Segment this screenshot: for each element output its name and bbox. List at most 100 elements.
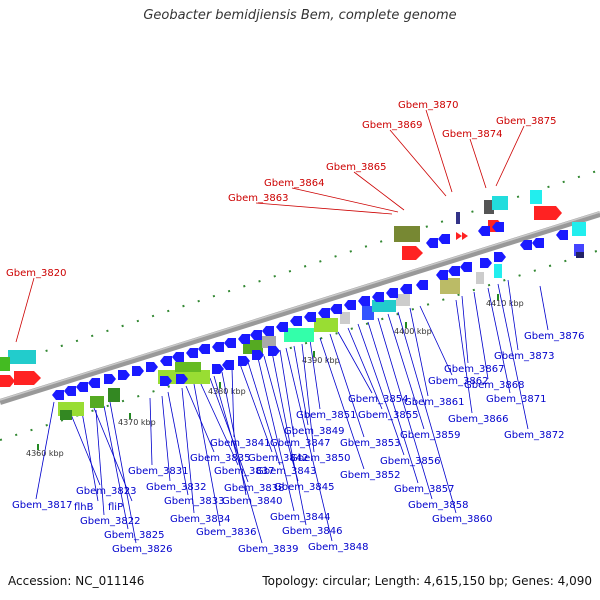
gene-feature[interactable] — [534, 206, 562, 220]
gene-label[interactable]: Gbem_3822 — [80, 516, 140, 527]
gene-feature[interactable] — [456, 232, 462, 240]
gene-label[interactable]: Gbem_3817 — [12, 500, 72, 511]
gene-label[interactable]: Gbem_3845 — [274, 482, 334, 493]
gene-label[interactable]: Gbem_3862 — [428, 376, 488, 387]
gene-arrow[interactable] — [160, 376, 172, 386]
gene-label[interactable]: Gbem_3849 — [284, 426, 344, 437]
gene-label[interactable]: Gbem_3853 — [340, 438, 400, 449]
gene-feature[interactable] — [440, 278, 460, 294]
gene-arrow[interactable] — [438, 234, 450, 244]
gene-arrow[interactable] — [426, 238, 438, 248]
gene-arrow[interactable] — [238, 356, 250, 366]
gene-feature[interactable] — [462, 232, 468, 240]
gene-label[interactable]: Gbem_3826 — [112, 544, 172, 555]
gene-label[interactable]: Gbem_3843 — [256, 466, 316, 477]
gene-label[interactable]: Gbem_3835 — [190, 453, 250, 464]
gene-label[interactable]: Gbem_3832 — [146, 482, 206, 493]
gene-label[interactable]: Gbem_3847 — [270, 438, 330, 449]
gene-feature[interactable] — [456, 212, 460, 224]
gene-arrow[interactable] — [480, 258, 492, 268]
gene-arrow[interactable] — [222, 360, 234, 370]
gene-arrow[interactable] — [372, 292, 384, 302]
gene-feature[interactable] — [402, 246, 423, 260]
gene-arrow[interactable] — [238, 334, 250, 344]
gene-label[interactable]: Gbem_3872 — [504, 430, 564, 441]
gene-arrow[interactable] — [532, 238, 544, 248]
gene-arrow[interactable] — [478, 226, 490, 236]
gene-feature[interactable] — [362, 306, 374, 320]
gene-label[interactable]: Gbem_3839 — [238, 544, 298, 555]
gene-feature[interactable] — [576, 252, 584, 258]
gene-label[interactable]: Gbem_3855 — [358, 410, 418, 421]
gene-label[interactable]: Gbem_3852 — [340, 470, 400, 481]
gene-arrow[interactable] — [212, 342, 224, 352]
gene-label[interactable]: Gbem_3834 — [170, 514, 230, 525]
gene-arrow[interactable] — [212, 364, 224, 374]
gene-label[interactable]: Gbem_3868 — [464, 380, 524, 391]
gene-arrow[interactable] — [186, 348, 198, 358]
gene-label[interactable]: Gbem_3857 — [394, 484, 454, 495]
gene-label[interactable]: Gbem_3846 — [282, 526, 342, 537]
highlight-gene-label[interactable]: Gbem_3874 — [442, 129, 502, 140]
gene-arrow[interactable] — [290, 316, 302, 326]
gene-arrow[interactable] — [492, 222, 504, 232]
gene-label[interactable]: Gbem_3844 — [270, 512, 330, 523]
gene-arrow[interactable] — [494, 252, 506, 262]
gene-arrows[interactable] — [52, 222, 568, 400]
highlight-gene-label[interactable]: Gbem_3870 — [398, 100, 458, 111]
gene-feature[interactable] — [14, 371, 41, 385]
highlight-gene-label[interactable]: Gbem_3820 — [6, 268, 66, 279]
gene-arrow[interactable] — [358, 296, 370, 306]
gene-arrow[interactable] — [330, 304, 342, 314]
gene-arrow[interactable] — [250, 330, 262, 340]
gene-label[interactable]: Gbem_3860 — [432, 514, 492, 525]
gene-feature[interactable] — [314, 318, 338, 332]
gene-label[interactable]: Gbem_3873 — [494, 351, 554, 362]
gene-feature[interactable] — [0, 375, 15, 387]
gene-feature[interactable] — [60, 410, 72, 420]
gene-arrow[interactable] — [146, 362, 158, 372]
highlight-gene-label[interactable]: Gbem_3864 — [264, 178, 324, 189]
gene-feature[interactable] — [396, 294, 410, 306]
gene-arrow[interactable] — [118, 370, 130, 380]
gene-label[interactable]: Gbem_3854 — [348, 394, 408, 405]
gene-label[interactable]: Gbem_3823 — [76, 486, 136, 497]
gene-arrow[interactable] — [268, 346, 280, 356]
gene-feature[interactable] — [90, 396, 104, 408]
gene-label[interactable]: Gbem_3871 — [486, 394, 546, 405]
gene-feature[interactable] — [494, 264, 502, 278]
gene-label[interactable]: Gbem_3848 — [308, 542, 368, 553]
gene-arrow[interactable] — [224, 338, 236, 348]
gene-label[interactable]: Gbem_3867 — [444, 364, 504, 375]
gene-arrow[interactable] — [88, 378, 100, 388]
gene-arrow[interactable] — [132, 366, 144, 376]
gene-features[interactable] — [0, 190, 586, 420]
gene-feature[interactable] — [530, 190, 542, 204]
gene-arrow[interactable] — [344, 300, 356, 310]
gene-label[interactable]: Gbem_3825 — [104, 530, 164, 541]
gene-label[interactable]: Gbem_3837 — [214, 466, 274, 477]
gene-feature[interactable] — [175, 362, 201, 372]
gene-arrow[interactable] — [76, 382, 88, 392]
gene-feature[interactable] — [262, 336, 276, 348]
gene-feature[interactable] — [572, 222, 586, 236]
gene-feature[interactable] — [340, 312, 350, 324]
gene-feature[interactable] — [574, 244, 584, 256]
gene-label[interactable]: Gbem_3861 — [404, 397, 464, 408]
gene-feature[interactable] — [0, 357, 10, 371]
gene-label[interactable]: Gbem_3840 — [222, 496, 282, 507]
gene-feature[interactable] — [108, 388, 120, 402]
gene-arrow[interactable] — [520, 240, 532, 250]
gene-arrow[interactable] — [318, 308, 330, 318]
gene-label[interactable]: flhB — [74, 502, 94, 513]
gene-label[interactable]: Gbem_3850 — [290, 453, 350, 464]
gene-feature[interactable] — [8, 350, 36, 364]
gene-arrow[interactable] — [304, 312, 316, 322]
gene-label[interactable]: Gbem_3859 — [400, 430, 460, 441]
gene-feature[interactable] — [372, 300, 396, 312]
gene-label[interactable]: Gbem_3866 — [448, 414, 508, 425]
gene-label[interactable]: Gbem_3836 — [196, 527, 256, 538]
gene-arrow[interactable] — [262, 326, 274, 336]
gene-label[interactable]: Gbem_3856 — [380, 456, 440, 467]
gene-label[interactable]: Gbem_3858 — [408, 500, 468, 511]
